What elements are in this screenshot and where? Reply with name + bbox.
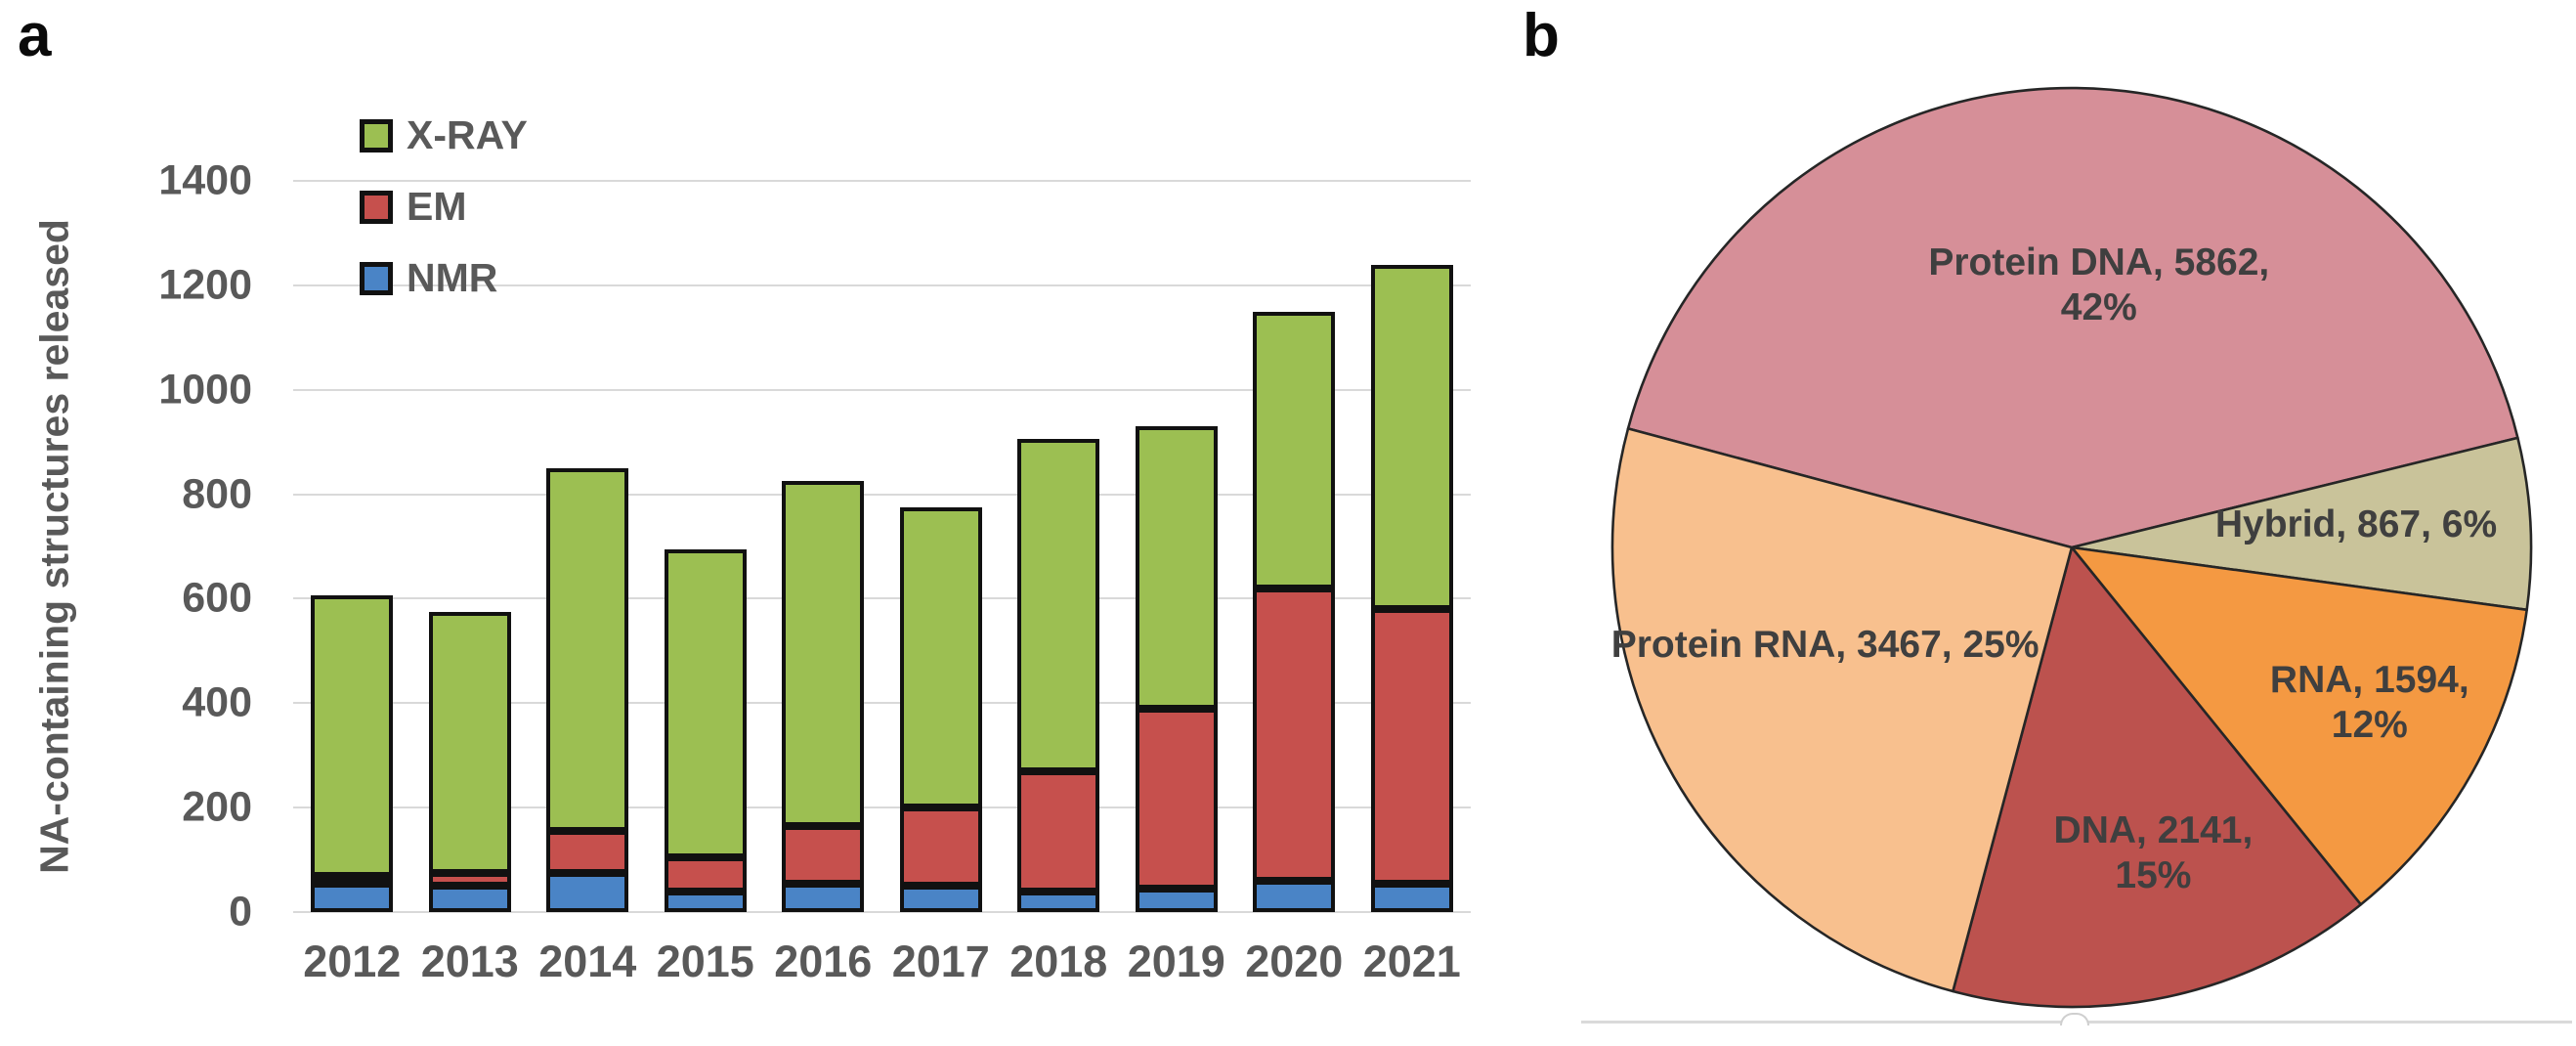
legend-swatch-X-RAY — [360, 118, 393, 153]
bar-segment-X-RAY-2014 — [546, 467, 629, 832]
bar-segment-NMR-2019 — [1135, 889, 1218, 912]
bar-segment-EM-2015 — [664, 856, 747, 892]
bar-segment-NMR-2017 — [899, 886, 982, 912]
gridline — [293, 283, 1471, 286]
legend-label: X-RAY — [407, 112, 528, 157]
bar-segment-EM-2018 — [1017, 770, 1100, 892]
x-tick-label: 2021 — [1362, 937, 1461, 986]
bar-segment-EM-2016 — [782, 825, 865, 884]
pie-slice-label-RNA: RNA, 1594, 12% — [2269, 659, 2469, 747]
gridline — [293, 180, 1471, 182]
bar-segment-NMR-2018 — [1017, 891, 1100, 912]
bar-segment-X-RAY-2012 — [311, 594, 394, 876]
gridline — [293, 388, 1471, 391]
legend-label: EM — [407, 184, 467, 229]
gridline — [293, 597, 1471, 600]
x-tick-label: 2017 — [891, 937, 990, 986]
pie-slice-label-Protein DNA: Protein DNA, 5862, 42% — [1928, 241, 2270, 329]
y-tick-label: 800 — [182, 470, 252, 518]
bar-2021 — [1370, 264, 1453, 912]
bar-segment-X-RAY-2016 — [782, 481, 865, 826]
gridline — [293, 702, 1471, 705]
bar-segment-X-RAY-2019 — [1135, 426, 1218, 709]
bar-segment-NMR-2014 — [546, 872, 629, 912]
y-tick-label: 400 — [182, 678, 252, 726]
bar-2017 — [899, 507, 982, 912]
y-tick-label: 1200 — [158, 261, 252, 309]
bar-segment-EM-2012 — [311, 875, 394, 884]
pie-slice-Hybrid — [2070, 436, 2533, 612]
bar-segment-EM-2020 — [1253, 588, 1336, 881]
bar-segment-X-RAY-2021 — [1370, 264, 1453, 610]
panel-b-label: b — [1523, 2, 1560, 69]
bar-2019 — [1135, 426, 1218, 912]
x-tick-label: 2013 — [420, 937, 519, 986]
legend-swatch-EM — [360, 190, 393, 224]
x-tick-label: 2015 — [656, 937, 754, 986]
bar-segment-NMR-2020 — [1253, 880, 1336, 912]
bar-segment-X-RAY-2018 — [1017, 439, 1100, 771]
legend-item-X-RAY: X-RAY — [360, 115, 528, 155]
legend-label: NMR — [407, 255, 498, 300]
bar-segment-NMR-2012 — [311, 883, 394, 912]
pie-slice-Protein RNA — [1610, 427, 2074, 993]
bar-segment-X-RAY-2013 — [428, 611, 511, 873]
pie-slice-label-DNA: DNA, 2141, 15% — [2053, 808, 2254, 896]
gridline — [293, 806, 1471, 809]
bar-2012 — [311, 594, 394, 912]
bar-2018 — [1017, 439, 1100, 912]
x-tick-label: 2016 — [774, 937, 873, 986]
gridline — [293, 911, 1471, 913]
y-axis-title: NA-containing structures released — [31, 219, 77, 874]
bar-segment-NMR-2016 — [782, 883, 865, 912]
pie-slice-DNA — [1952, 545, 2363, 1009]
bar-segment-X-RAY-2020 — [1253, 311, 1336, 588]
panel-a-label: a — [18, 2, 52, 69]
bar-2014 — [546, 467, 629, 912]
y-tick-label: 1400 — [158, 156, 252, 204]
x-tick-label: 2018 — [1009, 937, 1108, 986]
legend-item-NMR: NMR — [360, 258, 528, 298]
y-tick-label: 600 — [182, 574, 252, 622]
y-tick-label: 0 — [229, 888, 252, 936]
pie-chart — [1610, 86, 2533, 1009]
y-tick-label: 200 — [182, 783, 252, 831]
bar-segment-EM-2021 — [1370, 609, 1453, 884]
pie-slice-label-Protein RNA: Protein RNA, 3467, 25% — [1610, 623, 2039, 666]
bar-segment-EM-2019 — [1135, 708, 1218, 889]
pie-slice-label-Hybrid: Hybrid, 867, 6% — [2214, 502, 2498, 545]
bar-2020 — [1253, 311, 1336, 912]
bar-segment-NMR-2013 — [428, 886, 511, 912]
bar-chart-legend: X-RAY EM NMR — [360, 115, 528, 298]
bar-2013 — [428, 611, 511, 912]
bar-segment-NMR-2021 — [1370, 883, 1453, 912]
bar-segment-EM-2014 — [546, 831, 629, 873]
legend-swatch-NMR — [360, 261, 393, 295]
bar-segment-NMR-2015 — [664, 891, 747, 912]
bar-segment-X-RAY-2015 — [664, 548, 747, 857]
x-tick-label: 2019 — [1127, 937, 1225, 986]
x-tick-label: 2012 — [303, 937, 402, 986]
legend-item-EM: EM — [360, 187, 528, 227]
bar-2015 — [664, 548, 747, 912]
x-tick-label: 2020 — [1245, 937, 1344, 986]
bar-segment-EM-2013 — [428, 872, 511, 887]
gridline — [293, 493, 1471, 496]
y-tick-label: 1000 — [158, 366, 252, 414]
bar-2016 — [782, 481, 865, 912]
bar-segment-X-RAY-2017 — [899, 507, 982, 808]
bar-segment-EM-2017 — [899, 807, 982, 887]
x-tick-label: 2014 — [538, 937, 637, 986]
pie-slice-RNA — [2070, 545, 2528, 906]
pie-slice-Protein DNA — [1626, 86, 2519, 549]
